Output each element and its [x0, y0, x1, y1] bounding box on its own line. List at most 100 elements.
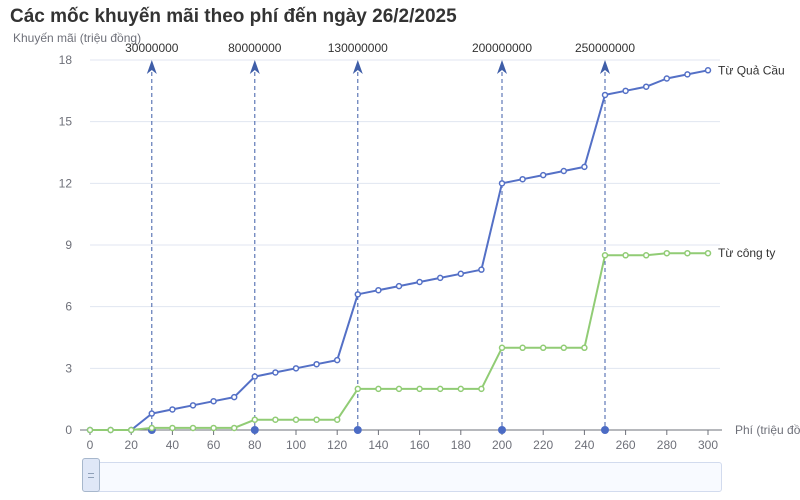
data-point	[251, 373, 259, 380]
x-tick-label: 100	[286, 438, 306, 452]
reference-label: 30000000	[125, 41, 179, 55]
x-tick-label: 200	[492, 438, 512, 452]
data-point	[292, 416, 300, 423]
series-line	[90, 252, 708, 431]
data-point	[519, 344, 526, 352]
data-point	[148, 410, 156, 417]
data-point	[148, 424, 156, 432]
data-point	[313, 416, 320, 423]
data-zoom-slider[interactable]	[85, 462, 722, 492]
reference-marker	[498, 426, 506, 434]
reference-marker	[250, 426, 259, 434]
data-point	[642, 252, 650, 259]
data-point	[581, 344, 588, 352]
data-point	[313, 360, 320, 368]
data-point	[560, 344, 568, 352]
data-point	[375, 286, 382, 294]
y-tick-label: 9	[65, 238, 72, 252]
data-point	[457, 270, 465, 278]
reference-arrow-icon	[146, 60, 157, 74]
x-tick-label: 240	[574, 438, 594, 452]
data-point	[375, 385, 382, 393]
data-point	[354, 385, 362, 393]
data-point	[416, 385, 423, 393]
reference-arrow-icon	[352, 60, 363, 74]
y-axis-title: Khuyến mãi (triệu đồng)	[13, 31, 142, 45]
y-tick-label: 3	[65, 361, 72, 375]
data-point	[622, 252, 629, 259]
x-tick-label: 60	[207, 438, 221, 452]
x-tick-label: 40	[166, 438, 180, 452]
y-tick-label: 15	[59, 115, 73, 129]
data-point	[498, 344, 506, 352]
x-tick-label: 260	[616, 438, 636, 452]
reference-marker	[353, 426, 362, 434]
data-point	[333, 356, 341, 364]
series-lines	[86, 67, 712, 434]
x-tick-label: 300	[698, 438, 718, 452]
x-tick-label: 20	[125, 438, 139, 452]
y-tick-label: 12	[59, 176, 73, 190]
data-point	[127, 426, 135, 434]
y-tick-label: 18	[59, 53, 73, 67]
chart-title: Các mốc khuyến mãi theo phí đến ngày 26/…	[10, 6, 457, 27]
x-tick-label: 160	[410, 438, 430, 452]
data-point	[292, 365, 300, 372]
data-point	[704, 67, 712, 74]
data-point	[189, 402, 197, 409]
data-point	[478, 385, 485, 393]
data-point	[704, 249, 712, 257]
reference-label: 250000000	[575, 41, 635, 55]
series-end-label: Từ công ty	[718, 246, 775, 260]
data-point	[601, 91, 609, 99]
x-tick-label: 80	[248, 438, 262, 452]
data-point	[684, 71, 691, 78]
data-zoom-handle[interactable]	[82, 458, 100, 492]
data-point	[519, 175, 526, 183]
data-point	[395, 385, 403, 393]
data-point	[210, 397, 217, 405]
data-point	[333, 416, 341, 423]
y-tick-label: 0	[65, 423, 72, 437]
data-point	[539, 171, 547, 179]
x-tick-label: 220	[533, 438, 553, 452]
data-point	[436, 385, 444, 393]
data-point	[169, 424, 176, 432]
data-point	[272, 416, 279, 423]
series-labels: Từ Quả Cầu Từ công ty	[718, 63, 785, 260]
reference-arrow-icon	[497, 60, 507, 74]
reference-arrow-icon	[600, 60, 610, 74]
reference-marker	[601, 426, 609, 434]
reference-arrow-icon	[249, 60, 260, 74]
data-point	[601, 252, 609, 259]
y-tick-label: 6	[65, 300, 72, 314]
data-point	[539, 344, 547, 352]
data-point	[210, 424, 217, 432]
data-point	[251, 416, 259, 423]
data-point	[581, 163, 588, 171]
data-point	[684, 249, 691, 257]
data-point	[478, 266, 485, 273]
data-point	[395, 282, 403, 290]
data-point	[416, 278, 423, 286]
data-point	[642, 83, 650, 90]
data-point	[169, 406, 176, 413]
data-point	[436, 274, 444, 282]
data-point	[663, 249, 671, 257]
series-end-label: Từ Quả Cầu	[718, 63, 785, 77]
data-point	[354, 291, 362, 298]
data-point	[498, 180, 506, 187]
data-point	[560, 167, 568, 175]
x-tick-label: 0	[87, 438, 94, 452]
reference-label: 130000000	[328, 41, 388, 55]
data-point	[189, 424, 197, 432]
x-axis-title: Phí (triệu đồng)	[735, 423, 800, 437]
x-tick-label: 120	[327, 438, 347, 452]
x-tick-label: 140	[368, 438, 388, 452]
data-point	[86, 426, 94, 434]
reference-label: 200000000	[472, 41, 532, 55]
x-tick-label: 280	[657, 438, 677, 452]
data-point	[107, 426, 114, 434]
